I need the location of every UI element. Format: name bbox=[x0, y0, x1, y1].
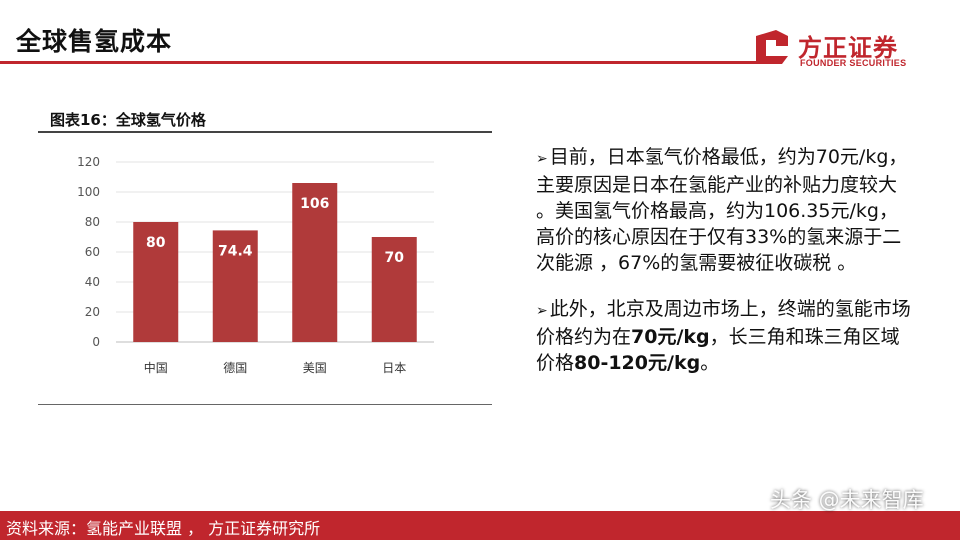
logo-name-en: FOUNDER SECURITIES bbox=[800, 58, 907, 68]
paragraph-1: ➢ 目前，日本氢气价格最低，约为70元/kg，主要原因是日本在氢能产业的补贴力度较… bbox=[536, 144, 916, 276]
x-tick-label: 日本 bbox=[382, 361, 406, 375]
chart-bottom-divider bbox=[38, 404, 492, 405]
y-tick-label: 20 bbox=[85, 305, 100, 319]
source-note: 资料来源：氢能产业联盟 ， 方正证券研究所 bbox=[6, 519, 321, 538]
x-tick-label: 美国 bbox=[303, 361, 327, 375]
y-tick-label: 0 bbox=[92, 335, 100, 349]
page-title: 全球售氢成本 bbox=[16, 27, 173, 56]
y-tick-label: 60 bbox=[85, 245, 100, 259]
y-tick-label: 80 bbox=[85, 215, 100, 229]
x-tick-label: 中国 bbox=[144, 360, 168, 375]
caption-divider bbox=[38, 131, 492, 133]
data-label: 74.4 bbox=[218, 243, 253, 259]
arrow-bullet-icon: ➢ bbox=[536, 303, 548, 319]
chart-panel: 图表16：全球氢气价格 0 20 40 60 80 100 120 80 中国 74.4 德国 106… bbox=[38, 104, 492, 406]
paragraph-2-text-e: 。 bbox=[700, 352, 720, 374]
y-tick-label: 40 bbox=[85, 275, 100, 289]
paragraph-2-text-a: 此外，北京及周边市场上，终端的氢能市场价格约为在 bbox=[536, 298, 911, 348]
title-divider bbox=[0, 61, 760, 64]
paragraph-2-price-beijing: 70元/kg bbox=[631, 326, 710, 348]
paragraph-2-text-c: ，长三角和珠三角区域价格 bbox=[536, 326, 900, 374]
watermark: 头条 @未来智库 bbox=[770, 488, 924, 512]
bar bbox=[292, 183, 338, 342]
footer-bar: 资料来源：氢能产业联盟 ， 方正证券研究所 bbox=[0, 511, 960, 540]
bar-chart: 0 20 40 60 80 100 120 80 中国 74.4 德国 106 美国 70 日本 bbox=[77, 155, 434, 375]
x-tick-label: 德国 bbox=[223, 360, 247, 375]
company-logo: 方正证券 FOUNDER SECURITIES bbox=[752, 26, 952, 70]
y-tick-label: 100 bbox=[77, 185, 100, 199]
bar bbox=[371, 237, 417, 342]
data-label: 80 bbox=[146, 235, 166, 251]
logo-name-cn: 方正证券 bbox=[798, 34, 898, 62]
paragraph-2-price-delta: 80-120元/kg bbox=[574, 352, 701, 374]
paragraph-1-text: 目前，日本氢气价格最低，约为70元/kg，主要原因是日本在氢能产业的补贴力度较大… bbox=[536, 146, 908, 274]
founder-logo-icon bbox=[756, 30, 788, 64]
data-label: 70 bbox=[385, 250, 405, 266]
arrow-bullet-icon: ➢ bbox=[536, 151, 548, 167]
bar bbox=[133, 222, 179, 342]
chart-caption: 图表16：全球氢气价格 bbox=[50, 111, 206, 129]
y-tick-label: 120 bbox=[77, 155, 100, 169]
data-label: 106 bbox=[300, 196, 329, 212]
paragraph-2: ➢ 此外，北京及周边市场上，终端的氢能市场价格约为在70元/kg，长三角和珠三角区… bbox=[536, 296, 916, 376]
bar bbox=[212, 230, 258, 342]
body-text: ➢ 目前，日本氢气价格最低，约为70元/kg，主要原因是日本在氢能产业的补贴力度较… bbox=[536, 144, 916, 396]
